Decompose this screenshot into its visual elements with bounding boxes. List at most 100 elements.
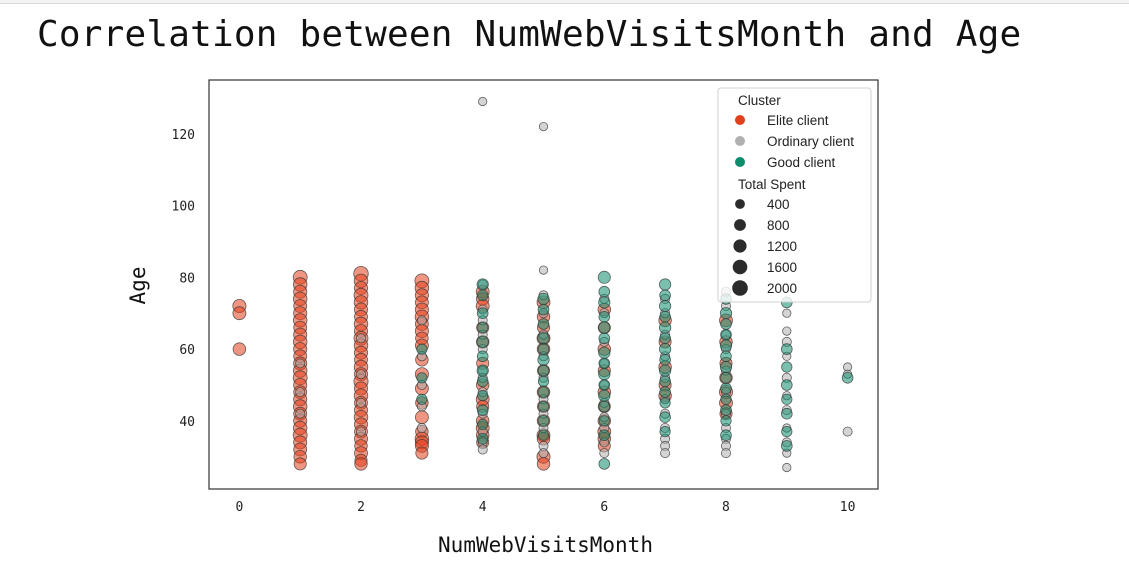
data-point-good-client: [416, 393, 428, 405]
data-point-good-client: [537, 353, 550, 366]
data-point-ordinary-client: [538, 122, 549, 132]
legend-size-label: 400: [767, 197, 790, 212]
legend-marker: [735, 157, 745, 167]
plot-frame: [208, 79, 879, 490]
data-point-good-client: [720, 328, 732, 341]
data-point-good-client: [598, 429, 611, 442]
data-point-good-client: [598, 332, 611, 345]
top-border: [0, 0, 1129, 4]
legend-entry-label: Ordinary client: [767, 134, 854, 149]
data-point-good-client: [537, 343, 550, 355]
data-point-good-client: [720, 404, 732, 416]
data-point-good-client: [476, 375, 489, 388]
data-point-good-client: [780, 440, 793, 452]
legend: Cluster Elite client Ordinary client Good c…: [717, 87, 872, 303]
legend-size-label: 1200: [767, 239, 797, 254]
data-point-good-client: [537, 414, 550, 427]
data-point-good-client: [598, 285, 611, 298]
y-tick-label: 60: [179, 343, 195, 358]
data-point-ordinary-client: [295, 408, 306, 419]
data-point-good-client: [780, 343, 793, 355]
y-tick-label: 40: [179, 415, 195, 430]
data-point-good-client: [598, 321, 611, 334]
data-point-ordinary-client: [416, 315, 427, 326]
data-point-good-client: [476, 307, 489, 320]
data-point-good-client: [476, 289, 489, 302]
data-point-good-client: [659, 375, 671, 388]
data-point-good-client: [537, 429, 550, 441]
legend-size-marker: [732, 280, 748, 296]
data-point-good-client: [598, 346, 611, 359]
data-point-good-client: [719, 339, 733, 352]
data-point-good-client: [477, 390, 489, 402]
data-point-good-client: [720, 382, 732, 395]
data-point-ordinary-client: [355, 369, 366, 380]
data-point-good-client: [719, 360, 733, 374]
data-point-ordinary-client: [355, 333, 366, 344]
data-point-good-client: [477, 321, 489, 334]
data-point-good-client: [598, 400, 611, 413]
data-point-ordinary-client: [538, 448, 549, 459]
points-layer: [232, 96, 854, 473]
data-point-good-client: [720, 415, 732, 427]
data-point-good-client: [781, 361, 793, 373]
data-point-good-client: [537, 318, 550, 330]
data-point-good-client: [780, 379, 793, 391]
data-point-good-client: [659, 397, 671, 409]
data-point-good-client: [781, 425, 793, 438]
data-point-elite-client: [232, 342, 247, 356]
data-point-good-client: [598, 357, 611, 370]
data-point-good-client: [416, 372, 428, 384]
chart-title: Correlation between NumWebVisitsMonth an…: [37, 14, 1022, 55]
data-point-good-client: [659, 411, 671, 424]
data-point-ordinary-client: [782, 308, 792, 318]
data-point-good-client: [719, 307, 733, 320]
data-point-good-client: [476, 278, 489, 291]
data-point-good-client: [537, 400, 550, 413]
x-tick-label: 8: [722, 500, 730, 515]
data-point-good-client: [780, 407, 793, 420]
data-point-good-client: [598, 296, 611, 309]
data-point-ordinary-client: [721, 448, 732, 459]
data-point-good-client: [658, 299, 672, 313]
data-point-good-client: [781, 393, 793, 405]
x-tick-label: 4: [479, 500, 487, 515]
data-point-good-client: [476, 404, 489, 416]
legend-size-marker: [735, 199, 745, 209]
data-point-ordinary-client: [295, 387, 306, 398]
data-point-ordinary-client: [295, 358, 306, 369]
data-point-good-client: [841, 371, 854, 384]
legend-entry-label: Good client: [767, 155, 836, 170]
data-point-ordinary-client: [477, 444, 488, 455]
legend-box: [717, 87, 872, 303]
data-point-ordinary-client: [355, 397, 366, 408]
data-point-good-client: [598, 389, 611, 402]
data-point-good-client: [416, 343, 428, 355]
legend-marker: [735, 136, 745, 146]
data-point-good-client: [598, 310, 611, 323]
data-point-elite-client: [414, 410, 429, 425]
data-point-good-client: [720, 429, 732, 442]
data-point-good-client: [537, 364, 550, 377]
data-point-elite-client: [536, 457, 551, 471]
data-point-ordinary-client: [599, 448, 610, 459]
x-ticks: 0 2 4 6 8 10: [235, 500, 855, 515]
data-point-good-client: [720, 371, 732, 384]
legend-size-marker: [734, 219, 746, 231]
legend-hue-title: Cluster: [738, 93, 781, 108]
data-point-ordinary-client: [842, 426, 853, 437]
data-point-good-client: [537, 386, 550, 398]
legend-size-label: 1600: [767, 260, 797, 275]
data-point-good-client: [476, 432, 489, 445]
y-tick-label: 80: [179, 271, 195, 286]
y-ticks: 40 60 80 100 120: [172, 128, 195, 430]
y-tick-label: 120: [172, 128, 195, 143]
data-point-good-client: [537, 332, 550, 345]
legend-size-marker: [733, 239, 747, 253]
data-point-good-client: [476, 335, 489, 348]
data-point-good-client: [658, 278, 672, 291]
legend-size-marker: [732, 259, 748, 275]
data-point-good-client: [658, 342, 672, 356]
legend-entry-label: Elite client: [767, 113, 829, 128]
